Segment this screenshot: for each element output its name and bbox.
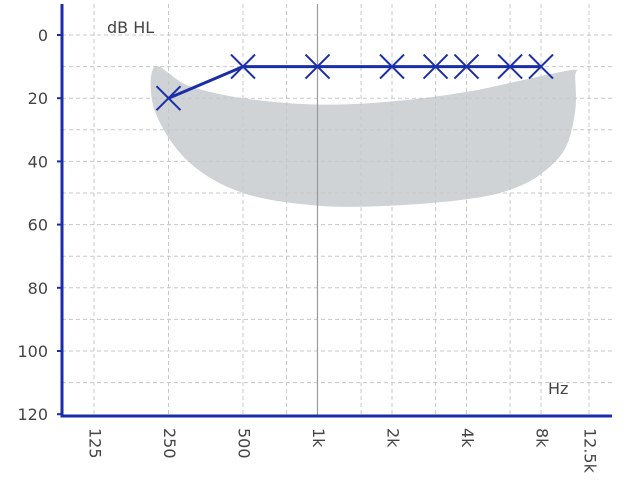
x-tick-label: 125	[86, 428, 105, 459]
y-tick-label: 40	[28, 152, 48, 171]
threshold-point-x-marker	[379, 53, 405, 80]
series-layer	[155, 53, 554, 111]
x-axis-unit-label: Hz	[548, 379, 568, 398]
marker-stroke	[528, 53, 554, 80]
y-axis-unit-label: dB HL	[107, 18, 154, 37]
marker-stroke	[304, 53, 331, 80]
speech-banana-area	[150, 65, 578, 207]
threshold-point-x-marker	[155, 85, 182, 111]
y-tick-label: 20	[28, 89, 48, 108]
y-tick-label: 80	[28, 279, 48, 298]
marker-stroke	[155, 85, 182, 111]
marker-stroke	[453, 53, 480, 80]
y-tick-label: 120	[17, 405, 48, 424]
threshold-point-x-marker	[422, 53, 449, 80]
marker-stroke	[379, 53, 405, 80]
threshold-point-x-marker	[304, 53, 331, 80]
y-tick-label: 60	[28, 216, 48, 235]
marker-stroke	[422, 53, 449, 80]
axis-layer	[57, 4, 612, 418]
threshold-point-x-marker	[528, 53, 554, 80]
x-tick-label: 250	[160, 428, 179, 459]
label-layer: dB HL Hz 0 20 40 60 80 100 120 125 250 500 1k 2k 4k 8…	[17, 18, 599, 474]
x-tick-label: 4k	[458, 428, 477, 448]
threshold-point-x-marker	[453, 53, 480, 80]
x-tick-label: 500	[235, 428, 254, 459]
marker-stroke	[230, 53, 256, 80]
threshold-point-x-marker	[230, 53, 256, 80]
y-tick-label: 100	[17, 342, 48, 361]
y-tick-label: 0	[38, 26, 48, 45]
threshold-point-x-marker	[497, 53, 523, 80]
x-tick-label: 2k	[384, 428, 403, 448]
x-tick-label: 1k	[309, 428, 328, 448]
speech-banana-layer	[150, 65, 578, 207]
grid-layer	[62, 4, 612, 416]
x-tick-label: 12.5k	[580, 428, 599, 474]
marker-stroke	[497, 53, 523, 80]
threshold-line	[167, 65, 541, 100]
x-tick-label: 8k	[533, 428, 552, 448]
